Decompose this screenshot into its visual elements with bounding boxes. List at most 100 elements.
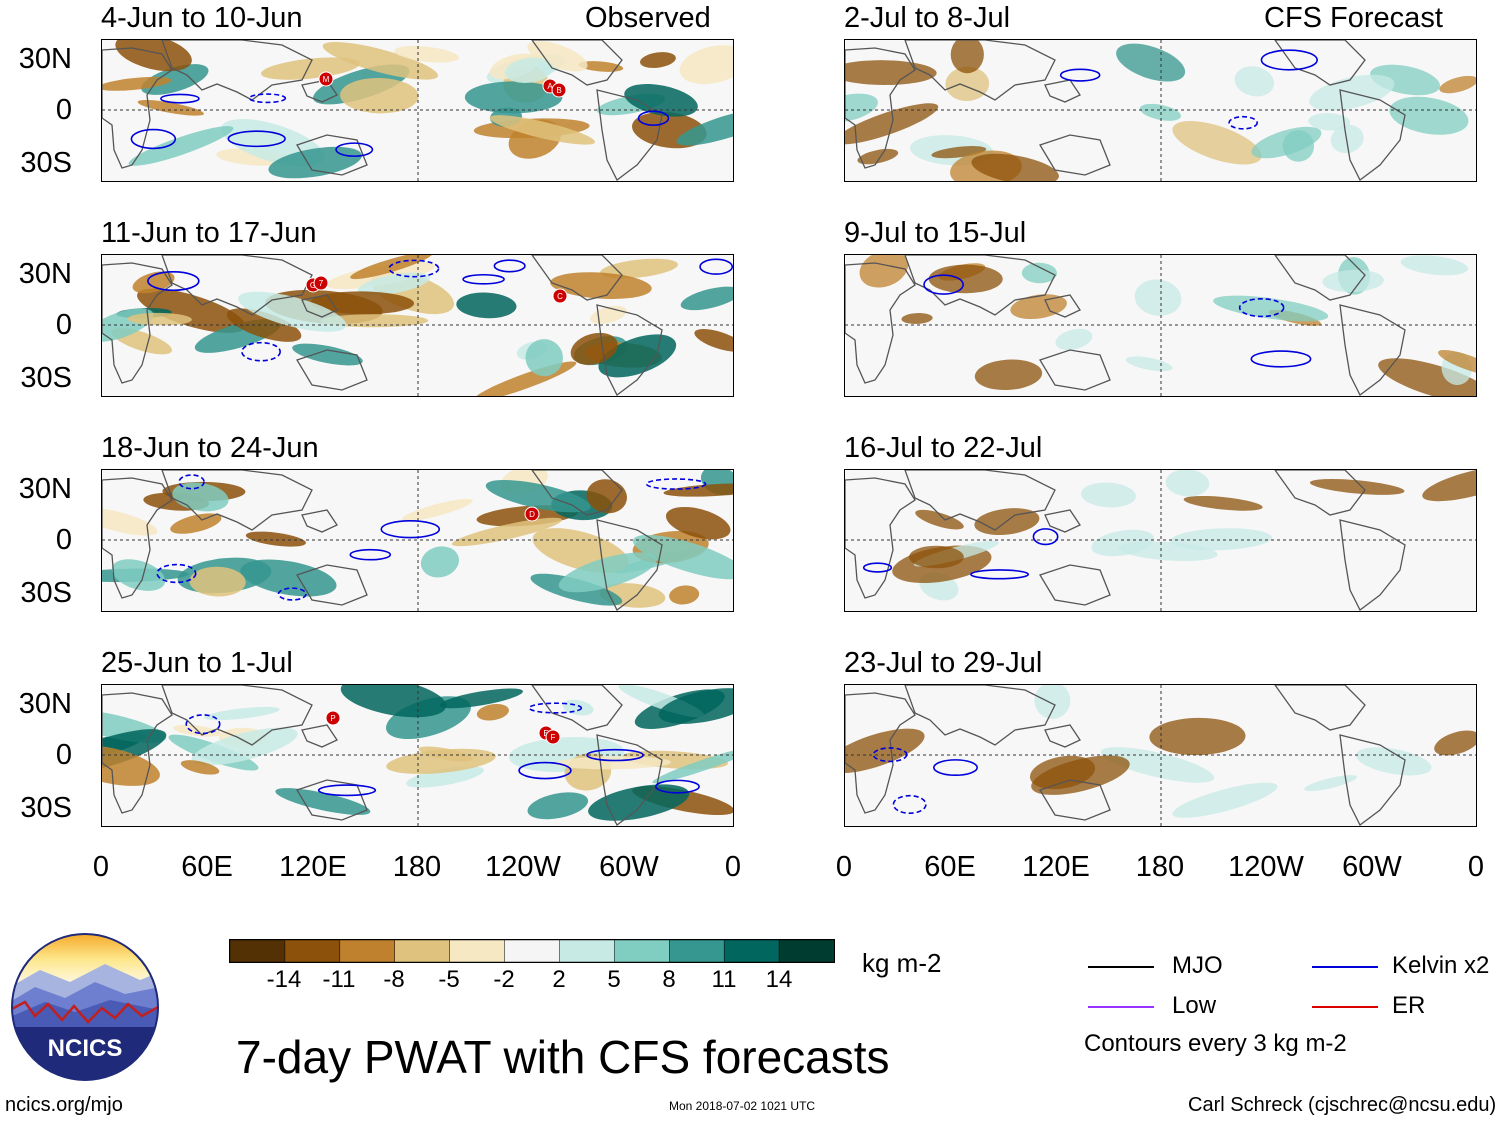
map-panel-5 — [844, 39, 1477, 182]
coastline — [1339, 519, 1406, 611]
coastline — [1339, 89, 1406, 181]
panel-title-2: 11-Jun to 17-Jun — [101, 217, 317, 249]
footer-timestamp: Mon 2018-07-02 1021 UTC — [669, 1099, 816, 1113]
colorbar-tick: 5 — [607, 966, 621, 993]
pwat-anomaly — [505, 57, 553, 84]
lon-label: 120W — [1228, 851, 1304, 883]
coastline — [301, 294, 338, 318]
storm-marker: B — [551, 81, 567, 104]
pwat-anomaly — [451, 517, 563, 547]
coastline — [904, 255, 1056, 316]
coastline — [102, 47, 173, 169]
coastlines — [845, 255, 1406, 396]
kelvin-contour — [518, 761, 572, 780]
coastline — [845, 692, 916, 814]
pwat-anomaly — [663, 483, 733, 497]
pwat-anomaly — [1322, 269, 1384, 293]
pwat-anomaly — [1134, 279, 1182, 316]
footer-url[interactable]: ncics.org/mjo — [5, 1094, 123, 1116]
kelvin-contour — [923, 274, 964, 295]
pwat-anomaly — [1389, 96, 1469, 135]
kelvin-contour — [335, 142, 374, 157]
svg-text:B: B — [556, 86, 561, 95]
pwat-anomaly — [340, 77, 419, 114]
pwat-anomaly — [928, 264, 1003, 294]
coastline — [1044, 79, 1081, 103]
pwat-anomaly — [915, 509, 964, 530]
pwat-anomaly — [489, 115, 595, 145]
kelvin-contour — [1250, 350, 1312, 368]
pwat-anomaly — [456, 292, 517, 319]
ncics-logo-graphic: NCICS — [11, 933, 159, 1081]
kelvin-contour — [637, 110, 670, 126]
kelvin-contour — [160, 93, 200, 104]
colorbar-swatch — [339, 939, 396, 963]
pwat-anomaly — [945, 66, 990, 102]
colorbar-tick: 2 — [552, 966, 566, 993]
map-svg-8 — [845, 685, 1476, 826]
pwat-anomaly — [624, 83, 698, 117]
pwat-anomaly — [1172, 782, 1278, 818]
colorbar-swatch — [449, 939, 506, 963]
lon-label: 0 — [92, 851, 110, 883]
kelvin-contour — [645, 478, 707, 490]
pwat-anomaly — [204, 706, 280, 721]
pwat-anomaly — [1282, 130, 1315, 162]
map-panel-2 — [101, 254, 734, 397]
colorbar-swatch — [559, 939, 616, 963]
svg-text:E: E — [543, 729, 548, 738]
pwat-anomaly — [909, 545, 964, 569]
colorbar-swatch — [669, 939, 725, 963]
pwat-anomaly — [260, 57, 360, 80]
pwat-anomaly — [652, 747, 733, 784]
pwat-anomaly — [554, 756, 672, 770]
coastline — [161, 470, 313, 531]
pwat-anomaly — [1091, 529, 1155, 557]
panel-title-8: 23-Jul to 29-Jul — [844, 647, 1043, 679]
kelvin-contour — [380, 519, 441, 539]
coastline — [1039, 779, 1111, 821]
map-svg-2 — [102, 255, 733, 396]
pwat-anomaly — [558, 552, 657, 593]
pwat-anomaly — [439, 688, 523, 709]
lon-label: 60E — [181, 851, 233, 883]
pwat-anomaly — [1304, 775, 1358, 792]
svg-text:M: M — [323, 75, 330, 84]
pwat-anomaly — [1055, 328, 1093, 350]
lon-label: 60W — [599, 851, 659, 883]
coastline — [1039, 564, 1111, 606]
pwat-anomaly — [598, 334, 677, 378]
pwat-anomaly — [1139, 103, 1181, 121]
pwat-anomaly — [950, 40, 984, 74]
pwat-anomaly — [320, 314, 429, 328]
svg-text:A: A — [547, 82, 553, 91]
lat-label-eq: 0 — [55, 309, 72, 341]
coastline — [1039, 349, 1111, 391]
legend-line-mjo — [1088, 966, 1154, 968]
coastline — [596, 734, 663, 826]
map-panel-4 — [101, 684, 734, 827]
lat-label-eq: 0 — [55, 739, 72, 771]
ncics-logo: NCICS — [10, 932, 160, 1087]
pwat-anomaly — [665, 506, 731, 540]
storm-marker: M — [318, 70, 334, 93]
coastline — [531, 470, 623, 516]
kelvin-contour — [1260, 49, 1318, 71]
storm-marker: F — [545, 728, 561, 751]
pwat-anomaly — [420, 546, 460, 578]
panel-title-3: 18-Jun to 24-Jun — [101, 432, 319, 464]
coastline — [596, 89, 663, 181]
pwat-anomaly — [971, 153, 1059, 181]
colorbar-swatch — [394, 939, 451, 963]
colorbar-swatches — [229, 939, 835, 963]
colorbar-swatch — [778, 939, 835, 963]
pwat-anomaly — [857, 148, 899, 165]
lat-label-eq: 0 — [55, 524, 72, 556]
kelvin-contour — [1228, 115, 1258, 130]
pwat-anomaly — [694, 329, 733, 352]
pwat-anomaly — [137, 100, 204, 116]
coastline — [1339, 734, 1406, 826]
lon-label: 60E — [924, 851, 976, 883]
legend-label-er: ER — [1392, 992, 1426, 1019]
lon-label: 0 — [1467, 851, 1485, 883]
